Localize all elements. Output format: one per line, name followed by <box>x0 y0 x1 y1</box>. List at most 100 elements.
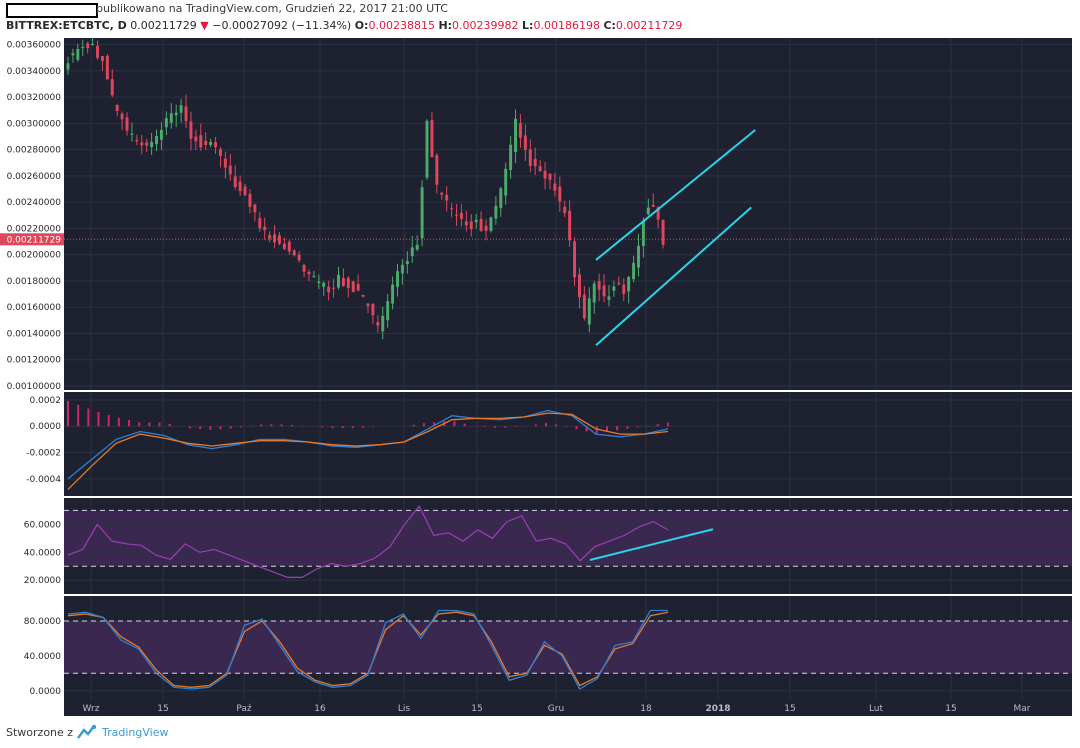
price-candle-body <box>273 234 277 243</box>
price-candle-body <box>400 264 404 274</box>
price-y-tick-label: 0.00200000 <box>7 251 62 261</box>
price-candle-body <box>361 294 365 297</box>
price-candle-body <box>391 284 395 304</box>
rsi-y-tick-label: 40.0000 <box>24 548 61 558</box>
price-candle-body <box>214 141 218 148</box>
price-candle-body <box>248 193 252 207</box>
price-candle-body <box>558 186 562 202</box>
price-candle-body <box>474 219 478 223</box>
price-candle-body <box>509 144 513 170</box>
price-y-tick-label: 0.00260000 <box>7 172 62 182</box>
price-candle-body <box>518 123 522 138</box>
macd-axis-bg <box>0 392 64 496</box>
price-y-tick-label: 0.00160000 <box>7 303 62 313</box>
time-axis-label: Wrz <box>83 704 100 714</box>
price-candle-body <box>194 136 198 142</box>
price-candle-body <box>105 55 109 80</box>
rsi-axis-bg <box>0 498 64 594</box>
price-candle-body <box>627 276 631 292</box>
panel-separator <box>0 594 1080 596</box>
price-candle-body <box>381 315 385 332</box>
price-candle-body <box>302 265 306 272</box>
price-candle-body <box>204 140 208 145</box>
price-candle-body <box>292 250 296 256</box>
time-axis-label: 16 <box>314 704 326 714</box>
price-candle-body <box>617 282 621 285</box>
price-candle-body <box>371 303 375 316</box>
price-candle-body <box>637 245 640 268</box>
open-value: 0.00238815 <box>368 19 435 32</box>
price-candle-body <box>450 208 454 210</box>
price-candle-body <box>174 112 178 116</box>
high-label: H: <box>438 19 453 32</box>
price-candle-body <box>612 286 616 291</box>
price-candle-body <box>100 56 104 62</box>
price-candle-body <box>499 188 503 209</box>
stoch-axis-bg <box>0 596 64 700</box>
price-candle-body <box>327 286 331 293</box>
price-y-tick-label: 0.00340000 <box>7 67 62 77</box>
price-y-tick-label: 0.00120000 <box>7 356 62 366</box>
time-axis-bg <box>64 700 1072 716</box>
price-candle-body <box>258 218 262 229</box>
time-axis-label: 15 <box>471 704 482 714</box>
price-candle-body <box>602 285 606 297</box>
price-candle-body <box>263 226 267 231</box>
price-candle-body <box>282 243 286 249</box>
trading-chart[interactable]: Wrz 15 Paź 16 Lis 15 Gru 18 2018 15 Lut 15 Mar 0.0036… <box>0 38 1080 716</box>
price-y-tick-label: 0.00320000 <box>7 93 62 103</box>
price-candle-body <box>592 283 596 303</box>
tradingview-brand[interactable]: TradingView <box>102 726 169 739</box>
time-axis-label: 15 <box>784 704 795 714</box>
price-y-tick-label: 0.00220000 <box>7 224 62 234</box>
price-candle-body <box>96 45 99 58</box>
price-candle-body <box>297 254 301 261</box>
price-candle-body <box>538 166 542 172</box>
price-candle-body <box>563 206 567 214</box>
price-candle-body <box>253 204 257 213</box>
price-candle-body <box>66 63 70 70</box>
price-candle-body <box>287 241 291 252</box>
price-candle-body <box>661 219 665 245</box>
price-candle-body <box>420 187 424 239</box>
price-y-tick-label: 0.00180000 <box>7 277 62 287</box>
price-candle-body <box>553 183 557 191</box>
price-candle-body <box>445 194 449 201</box>
price-candle-body <box>523 135 527 150</box>
price-candle-body <box>159 129 163 140</box>
price-candle-body <box>425 120 429 178</box>
time-axis-label: Lis <box>398 704 411 714</box>
price-channel-lower-trendline <box>595 206 752 347</box>
price-candle-body <box>504 168 508 196</box>
price-candle-body <box>641 220 645 246</box>
price-candle-body <box>268 234 272 239</box>
close-label: C: <box>603 19 616 32</box>
price-candle-body <box>91 43 95 46</box>
price-candle-body <box>410 247 414 256</box>
footer: Stworzone z TradingView <box>0 716 1080 748</box>
time-axis-label: Lut <box>869 704 884 714</box>
rsi-y-tick-label: 20.0000 <box>24 576 61 586</box>
price-candle-body <box>568 210 572 241</box>
price-y-tick-label: 0.00240000 <box>7 198 62 208</box>
price-candle-body <box>533 158 537 167</box>
stoch-y-tick-label: 80.0000 <box>24 617 61 627</box>
price-candle-body <box>179 105 183 113</box>
price-candle-body <box>135 139 139 142</box>
panel-separator <box>0 496 1080 498</box>
price-candle-body <box>184 106 188 122</box>
price-candle-body <box>494 205 498 219</box>
price-candle-body <box>415 244 419 250</box>
price-panel-bg <box>64 38 1072 390</box>
price-candle-body <box>76 48 80 60</box>
redacted-author-box <box>6 3 98 18</box>
price-candle-body <box>155 136 158 145</box>
price-candle-body <box>322 282 326 287</box>
last-price-tag <box>0 233 64 246</box>
price-candle-body <box>597 281 601 290</box>
price-y-tick-label: 0.00280000 <box>7 146 62 156</box>
price-candle-body <box>430 120 434 157</box>
open-label: O: <box>354 19 369 32</box>
rsi-trendline <box>589 528 714 561</box>
price-y-tick-label: 0.00100000 <box>7 382 62 392</box>
